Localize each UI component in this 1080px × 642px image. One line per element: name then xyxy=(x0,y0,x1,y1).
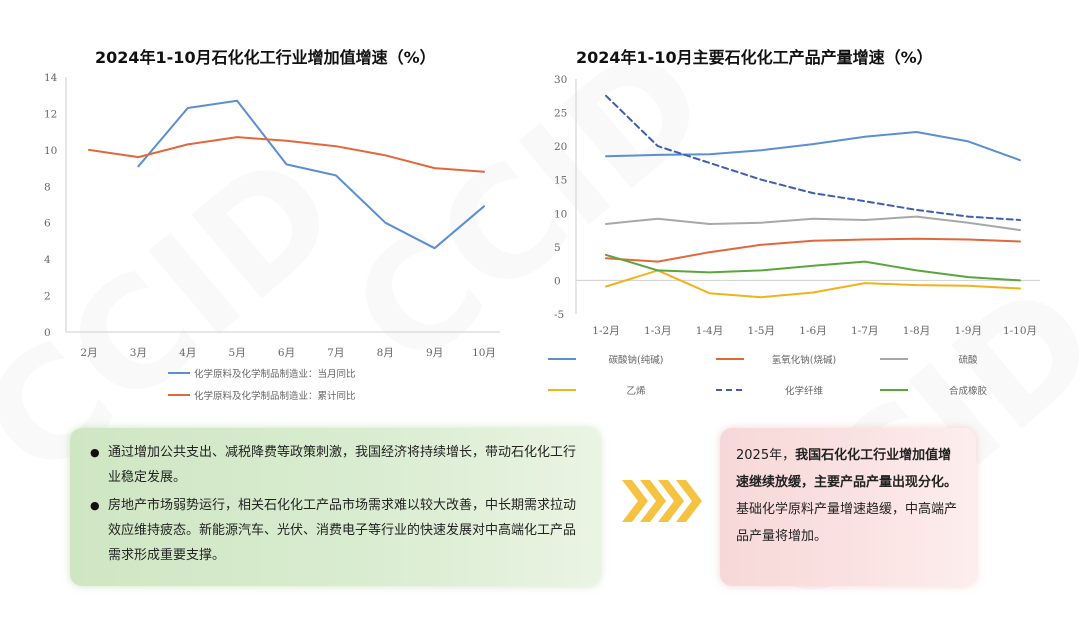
y-tick-label: 15 xyxy=(554,175,567,187)
y-tick-label: 4 xyxy=(44,254,51,266)
legend-label: 合成橡胶 xyxy=(949,385,988,397)
x-tick-label: 2月 xyxy=(80,347,97,359)
x-tick-label: 10月 xyxy=(472,347,496,359)
chart-title-left: 2024年1-10月石化化工行业增加值增速（%） xyxy=(95,48,436,67)
series-line xyxy=(605,269,1021,299)
x-tick-label: 6月 xyxy=(278,347,295,359)
legend-label: 化学原料及化学制品制造业：累计同比 xyxy=(194,390,356,402)
y-tick-label: 0 xyxy=(44,327,51,339)
y-tick-label: 10 xyxy=(44,145,57,157)
x-tick-label: 1-4月 xyxy=(696,325,723,337)
x-tick-label: 1-6月 xyxy=(799,325,826,337)
legend-label: 乙烯 xyxy=(626,385,646,397)
series-line xyxy=(605,94,1021,221)
x-tick-label: 1-8月 xyxy=(903,325,930,337)
x-tick-label: 1-2月 xyxy=(592,325,619,337)
series-line xyxy=(605,253,1021,282)
x-tick-label: 7月 xyxy=(327,347,344,359)
conclusion-text: 2025年，我国石化化工行业增加值增速继续放缓，主要产品产量出现分化。基础化学原… xyxy=(736,448,958,544)
y-tick-label: 25 xyxy=(554,108,567,120)
y-tick-label: 0 xyxy=(554,275,561,287)
series-line xyxy=(605,237,1021,263)
legend-label: 碳酸钠(纯碱) xyxy=(609,354,664,366)
y-tick-label: 12 xyxy=(44,108,57,120)
x-tick-label: 1-10月 xyxy=(1003,325,1037,337)
x-tick-label: 1-3月 xyxy=(644,325,671,337)
series-line xyxy=(88,136,485,173)
y-tick-label: 8 xyxy=(44,181,51,193)
y-tick-label: 10 xyxy=(554,208,567,220)
y-tick-label: 14 xyxy=(44,72,58,84)
bullet-item: 通过增加公共支出、减税降费等政策刺激，我国经济将持续增长，带动石化化工行业稳定发… xyxy=(90,440,582,490)
x-tick-label: 1-5月 xyxy=(748,325,775,337)
chart-title-right: 2024年1-10月主要石化化工产品产量增速（%） xyxy=(576,48,933,67)
y-tick-label: 30 xyxy=(554,74,567,86)
legend-label: 化学纤维 xyxy=(785,385,824,397)
x-tick-label: 8月 xyxy=(377,347,394,359)
conclusion-box-right: 2025年，我国石化化工行业增加值增速继续放缓，主要产品产量出现分化。基础化学原… xyxy=(720,428,976,586)
series-line xyxy=(605,215,1021,232)
legend-label: 化学原料及化学制品制造业：当月同比 xyxy=(194,368,356,380)
series-line xyxy=(137,99,485,250)
y-tick-label: 20 xyxy=(554,141,567,153)
series-line xyxy=(605,131,1021,162)
x-tick-label: 3月 xyxy=(130,347,147,359)
y-tick-label: 5 xyxy=(554,242,561,254)
legend-label: 氢氧化钠(烧碱) xyxy=(772,354,836,366)
analysis-box-left: 通过增加公共支出、减税降费等政策刺激，我国经济将持续增长，带动石化化工行业稳定发… xyxy=(70,428,600,586)
x-tick-label: 4月 xyxy=(179,347,196,359)
y-tick-label: -5 xyxy=(554,309,564,321)
y-tick-label: 2 xyxy=(44,291,51,303)
x-tick-label: 5月 xyxy=(229,347,246,359)
x-tick-label: 1-9月 xyxy=(955,325,982,337)
chevron-arrows-icon xyxy=(622,480,702,522)
x-tick-label: 1-7月 xyxy=(851,325,878,337)
x-tick-label: 9月 xyxy=(426,347,443,359)
legend-label: 硫酸 xyxy=(958,354,978,366)
y-tick-label: 6 xyxy=(44,218,51,230)
bullet-item: 房地产市场弱势运行，相关石化化工产品市场需求难以较大改善，中长期需求拉动效应维持… xyxy=(90,493,582,568)
